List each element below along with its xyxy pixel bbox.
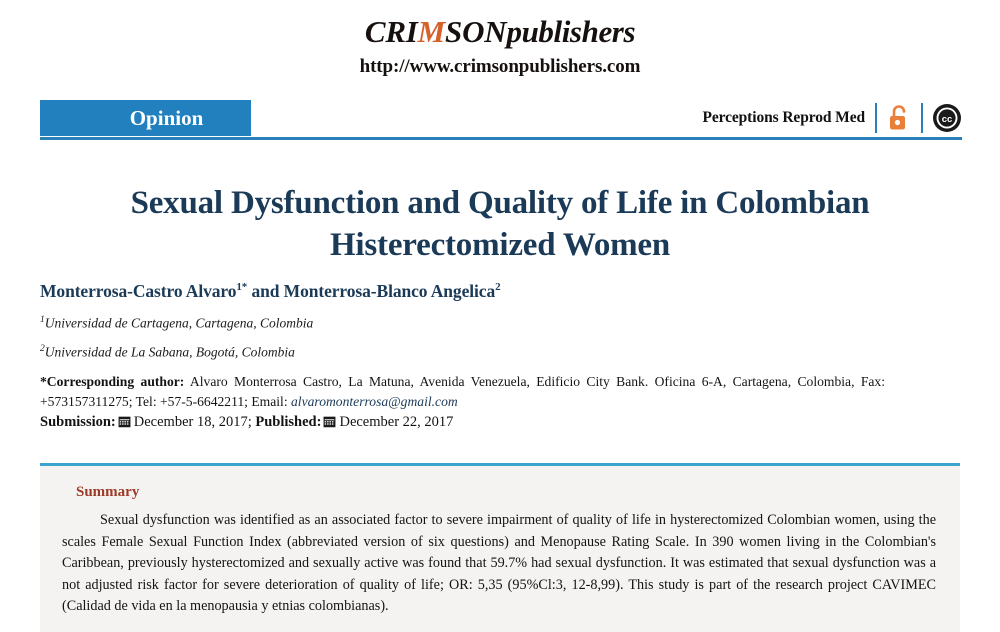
- open-access-lock-icon: [890, 105, 906, 130]
- affiliation-1: 1Universidad de Cartagena, Cartagena, Co…: [40, 315, 960, 332]
- submission-label: Submission:: [40, 414, 116, 430]
- logo-text-son: SON: [445, 14, 507, 49]
- article-type-tag: Opinion: [40, 100, 251, 136]
- corresponding-author-email[interactable]: alvaromonterrosa@gmail.com: [291, 393, 458, 409]
- creative-commons-icon: cc: [933, 104, 961, 132]
- affiliation-1-marker: 1: [40, 315, 45, 325]
- logo-text-m: M: [417, 14, 446, 49]
- logo-text-cri: CRI: [364, 14, 418, 49]
- summary-heading: Summary: [76, 484, 140, 500]
- publisher-logo: CRIMSONpublishers: [0, 16, 1000, 47]
- article-type-bar: Opinion Perceptions Reprod Med cc: [40, 100, 962, 140]
- affiliation-1-text: Universidad de Cartagena, Cartagena, Col…: [44, 315, 314, 331]
- affiliation-2-marker: 2: [40, 344, 45, 354]
- corresponding-author-label: *Corresponding author:: [40, 374, 185, 389]
- author-1-affiliation-marker: 1*: [236, 281, 248, 294]
- corresponding-author-details: Alvaro Monterrosa Castro, La Matuna, Ave…: [40, 374, 885, 409]
- published-label: Published:: [255, 414, 322, 430]
- affiliation-2-text: Universidad de La Sabana, Bogotá, Colomb…: [44, 344, 295, 360]
- typebar-right-group: Perceptions Reprod Med cc: [702, 100, 962, 136]
- affiliation-2: 2Universidad de La Sabana, Bogotá, Colom…: [40, 344, 960, 361]
- author-1-name: Monterrosa-Castro Alvaro: [40, 281, 237, 301]
- calendar-icon: [324, 416, 336, 428]
- author-list: Monterrosa-Castro Alvaro1* and Monterros…: [40, 281, 960, 302]
- publisher-masthead: CRIMSONpublishers http://www.crimsonpubl…: [0, 0, 1000, 78]
- author-joiner: and Monterrosa-Blanco Angelica: [247, 281, 496, 301]
- corresponding-author-block: *Corresponding author: Alvaro Monterrosa…: [40, 372, 885, 411]
- page-title: Sexual Dysfunction and Quality of Life i…: [130, 185, 870, 264]
- article-type-label: Opinion: [129, 105, 204, 130]
- divider-2: [921, 103, 923, 133]
- summary-panel: Summary Sexual dysfunction was identifie…: [40, 463, 960, 632]
- published-date: December 22, 2017: [339, 414, 454, 430]
- article-dates: Submission: December 18, 2017; Published…: [40, 414, 453, 431]
- submission-date: December 18, 2017;: [133, 414, 252, 430]
- divider-1: [875, 103, 877, 133]
- summary-text: Sexual dysfunction was identified as an …: [62, 512, 936, 615]
- calendar-icon: [118, 416, 131, 428]
- journal-name: Perceptions Reprod Med: [702, 109, 865, 126]
- logo-text-publishers: publishers: [506, 14, 636, 49]
- publisher-url[interactable]: http://www.crimsonpublishers.com: [359, 56, 641, 77]
- typebar-rule: [40, 137, 962, 140]
- author-2-affiliation-marker: 2: [495, 281, 501, 294]
- svg-text:cc: cc: [942, 114, 953, 125]
